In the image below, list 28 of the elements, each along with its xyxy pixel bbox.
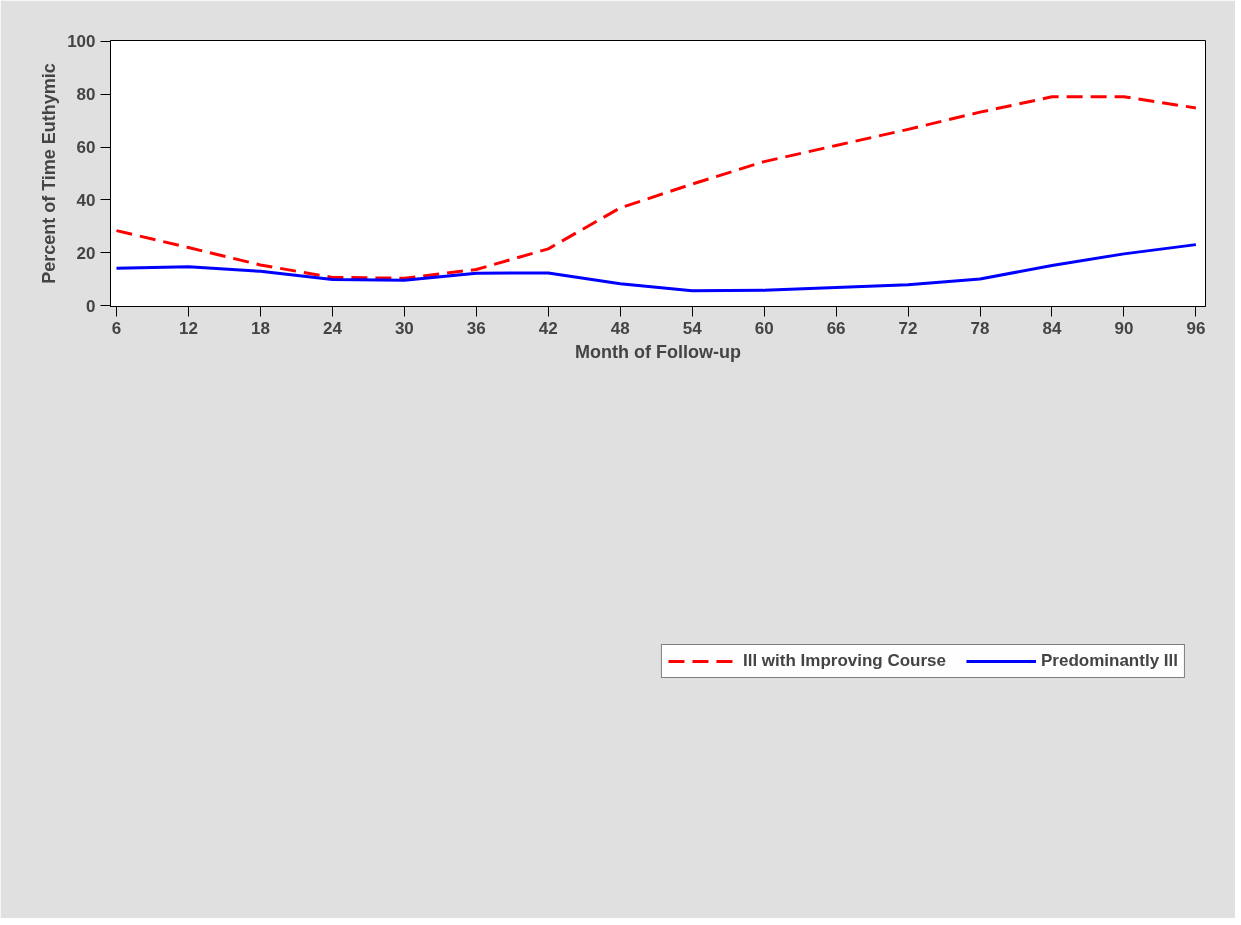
y-tick-label: 60 (76, 138, 96, 158)
line-series (115, 243, 1198, 293)
x-tick-label: 42 (538, 318, 558, 338)
x-tick-label: 60 (754, 318, 774, 338)
x-tick-label: 90 (1114, 318, 1134, 338)
line-series (115, 95, 1198, 280)
x-tick-label: 12 (179, 318, 198, 338)
x-tick-label: 36 (466, 318, 486, 338)
x-tick-label: 48 (610, 318, 630, 338)
x-tick-label: 78 (970, 318, 990, 338)
legend-label: Ill with Improving Course (742, 651, 947, 671)
x-tick-label: 24 (322, 318, 343, 338)
x-tick-label: 96 (1186, 318, 1206, 338)
x-tick-label: 66 (826, 318, 846, 338)
x-tick-label: 84 (1042, 318, 1062, 338)
x-tick-label: 54 (682, 318, 703, 338)
y-tick-label: 80 (76, 85, 96, 105)
x-tick-label: 72 (898, 318, 918, 338)
x-tick-label: 6 (111, 318, 122, 338)
legend-label: Predominantly Ill (1041, 651, 1178, 671)
y-axis-title: Percent of Time Euthymic (39, 63, 60, 284)
x-tick-label: 30 (394, 318, 414, 338)
y-tick-label: 20 (76, 243, 96, 263)
x-axis-title: Month of Follow-up (575, 341, 741, 362)
x-tick-label: 18 (250, 318, 270, 338)
y-tick-label: 40 (76, 190, 96, 210)
y-tick-label: 100 (67, 32, 96, 52)
y-tick-label: 0 (86, 296, 96, 316)
